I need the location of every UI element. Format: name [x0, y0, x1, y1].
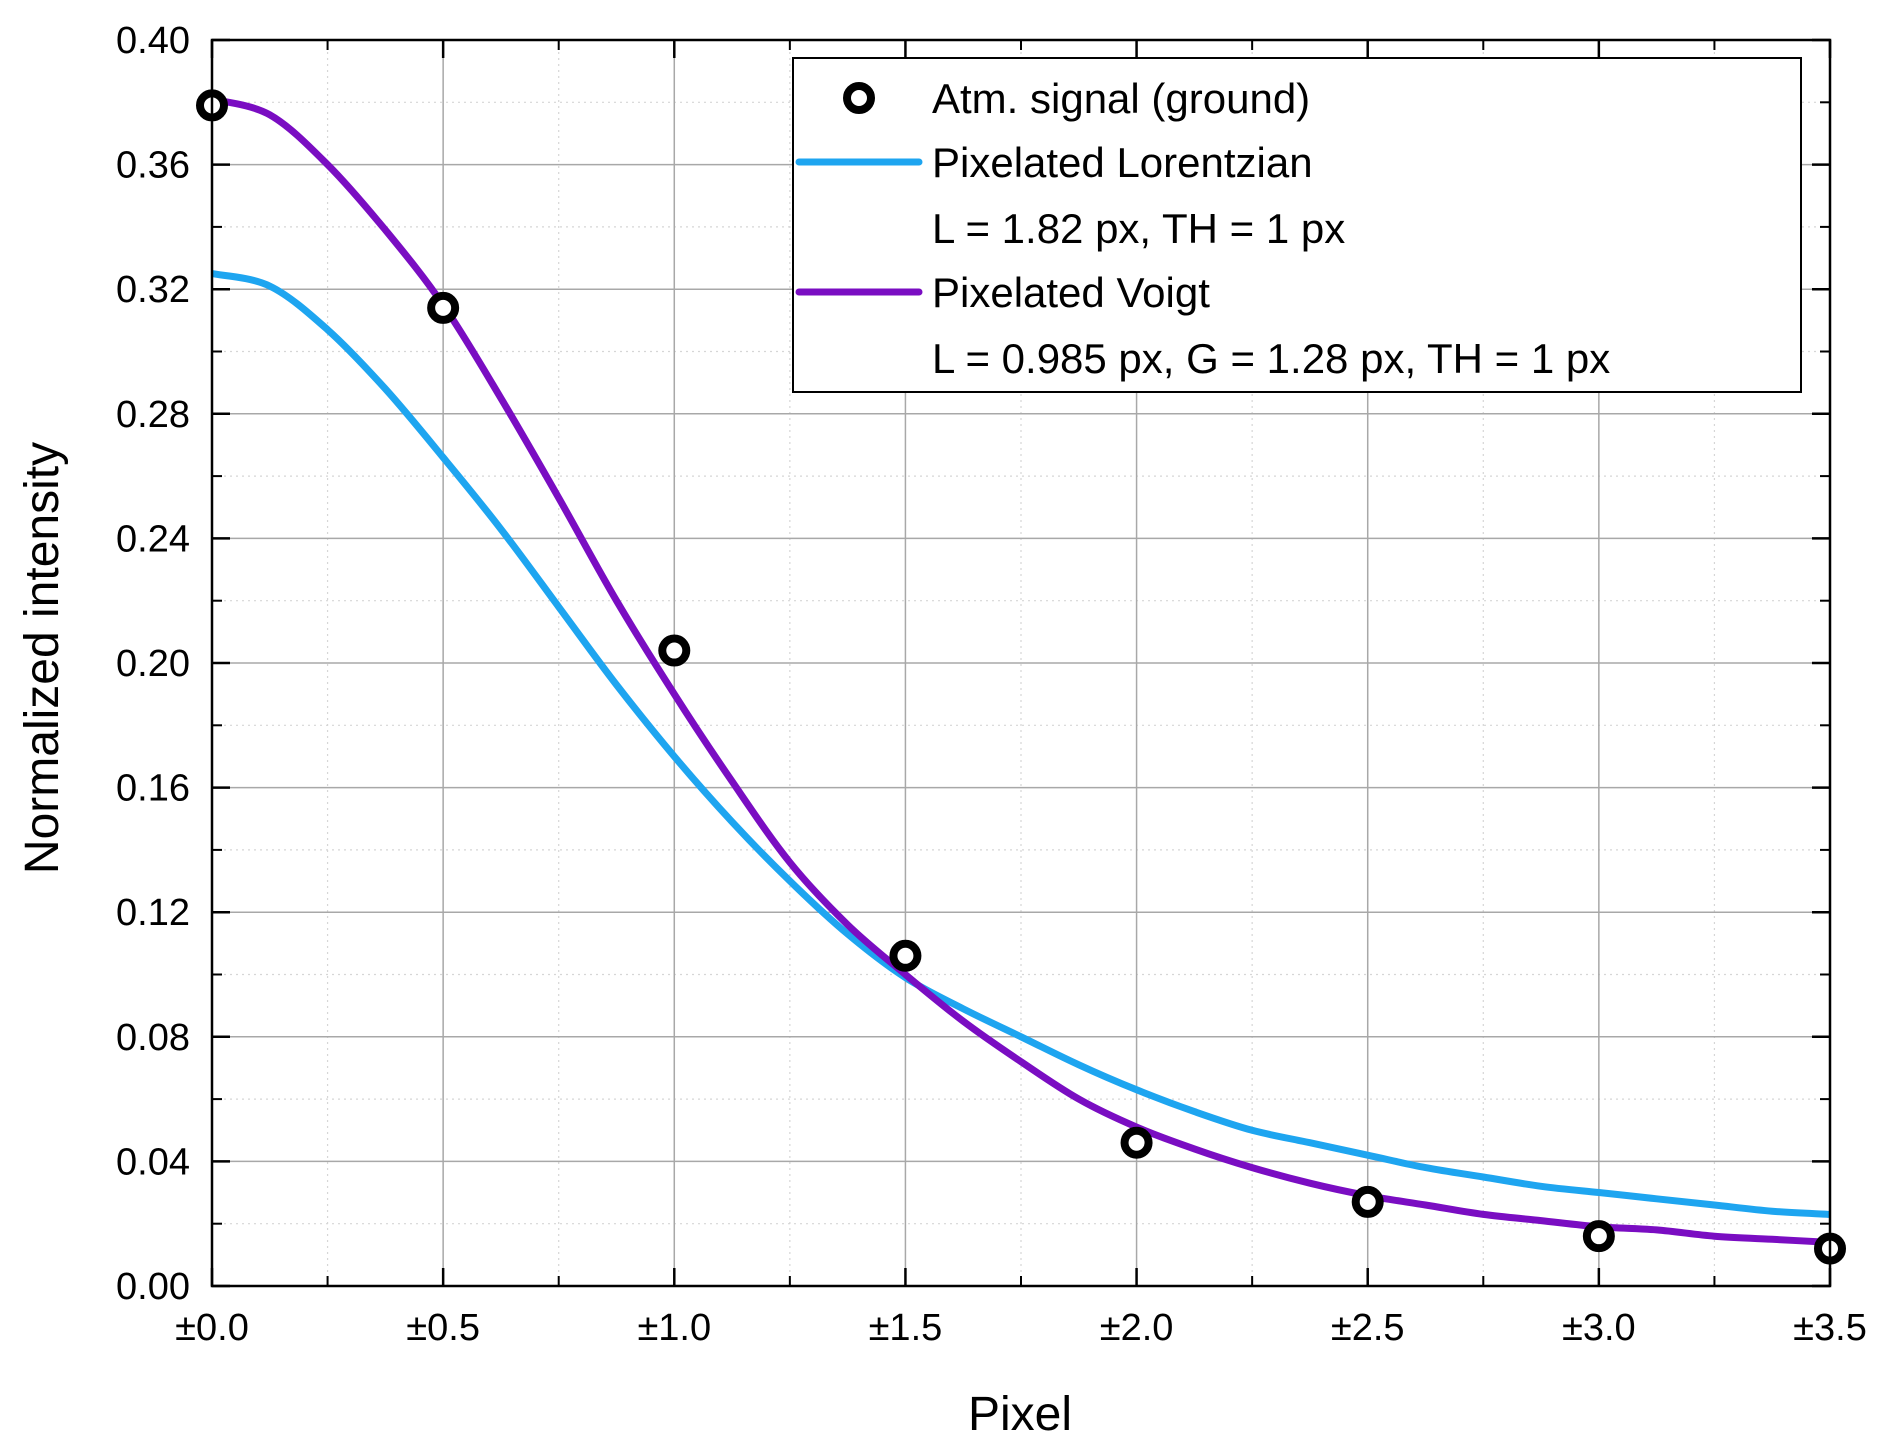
legend-params-voigt: L = 0.985 px, G = 1.28 px, TH = 1 px [932, 335, 1610, 382]
x-tick-label: ±1.5 [869, 1307, 943, 1349]
data-point-atm-signal-ground [1120, 1126, 1153, 1159]
y-tick-label: 0.00 [116, 1266, 190, 1308]
data-point-atm-signal-ground [1351, 1185, 1384, 1218]
x-tick-label: ±0.0 [175, 1307, 249, 1349]
x-tick-labels: ±0.0 ±0.5 ±1.0 ±1.5 ±2.0 ±2.5 ±3.0 ±3.5 [175, 1307, 1867, 1349]
series-line-pixelated-lorentzian [212, 270, 1830, 1218]
y-tick-label: 0.36 [116, 145, 190, 187]
legend-label-voigt: Pixelated Voigt [932, 269, 1210, 316]
x-tick-label: ±2.5 [1331, 1307, 1405, 1349]
y-tick-label: 0.04 [116, 1141, 190, 1183]
legend: Atm. signal (ground) Pixelated Lorentzia… [792, 57, 1802, 393]
legend-label-atm-signal: Atm. signal (ground) [932, 75, 1310, 122]
y-axis-title: Normalized intensity [16, 442, 69, 874]
y-tick-label: 0.08 [116, 1017, 190, 1059]
x-tick-label: ±3.0 [1562, 1307, 1636, 1349]
y-tick-label: 0.20 [116, 643, 190, 685]
y-tick-label: 0.28 [116, 394, 190, 436]
minor-grid [212, 40, 1830, 1286]
y-tick-label: 0.16 [116, 768, 190, 810]
data-point-atm-signal-ground [889, 939, 922, 972]
data-point-atm-signal-ground [1582, 1220, 1615, 1253]
y-tick-labels: 0.00 0.04 0.08 0.12 0.16 0.20 0.24 0.28 0.32 0.36… [116, 20, 190, 1308]
y-tick-label: 0.12 [116, 892, 190, 934]
legend-params-lorentzian: L = 1.82 px, TH = 1 px [932, 205, 1345, 252]
series-markers [196, 89, 1846, 1265]
series-line-pixelated-voigt [212, 95, 1830, 1246]
legend-box [792, 57, 1802, 393]
x-tick-label: ±3.5 [1793, 1307, 1867, 1349]
x-axis-title: Pixel [968, 1388, 1072, 1441]
series-lines [212, 95, 1830, 1246]
plot-frame [210, 38, 1832, 1288]
y-tick-label: 0.32 [116, 269, 190, 311]
x-tick-label: ±1.0 [637, 1307, 711, 1349]
y-tick-label: 0.24 [116, 518, 190, 560]
legend-marker-atm-signal [843, 82, 875, 114]
x-tick-label: ±0.5 [406, 1307, 480, 1349]
data-point-atm-signal-ground [427, 291, 460, 324]
legend-label-lorentzian: Pixelated Lorentzian [932, 139, 1313, 186]
y-tick-label: 0.40 [116, 20, 190, 62]
plot-area [212, 95, 1830, 1246]
x-tick-label: ±2.0 [1100, 1307, 1174, 1349]
data-point-atm-signal-ground [658, 634, 691, 667]
